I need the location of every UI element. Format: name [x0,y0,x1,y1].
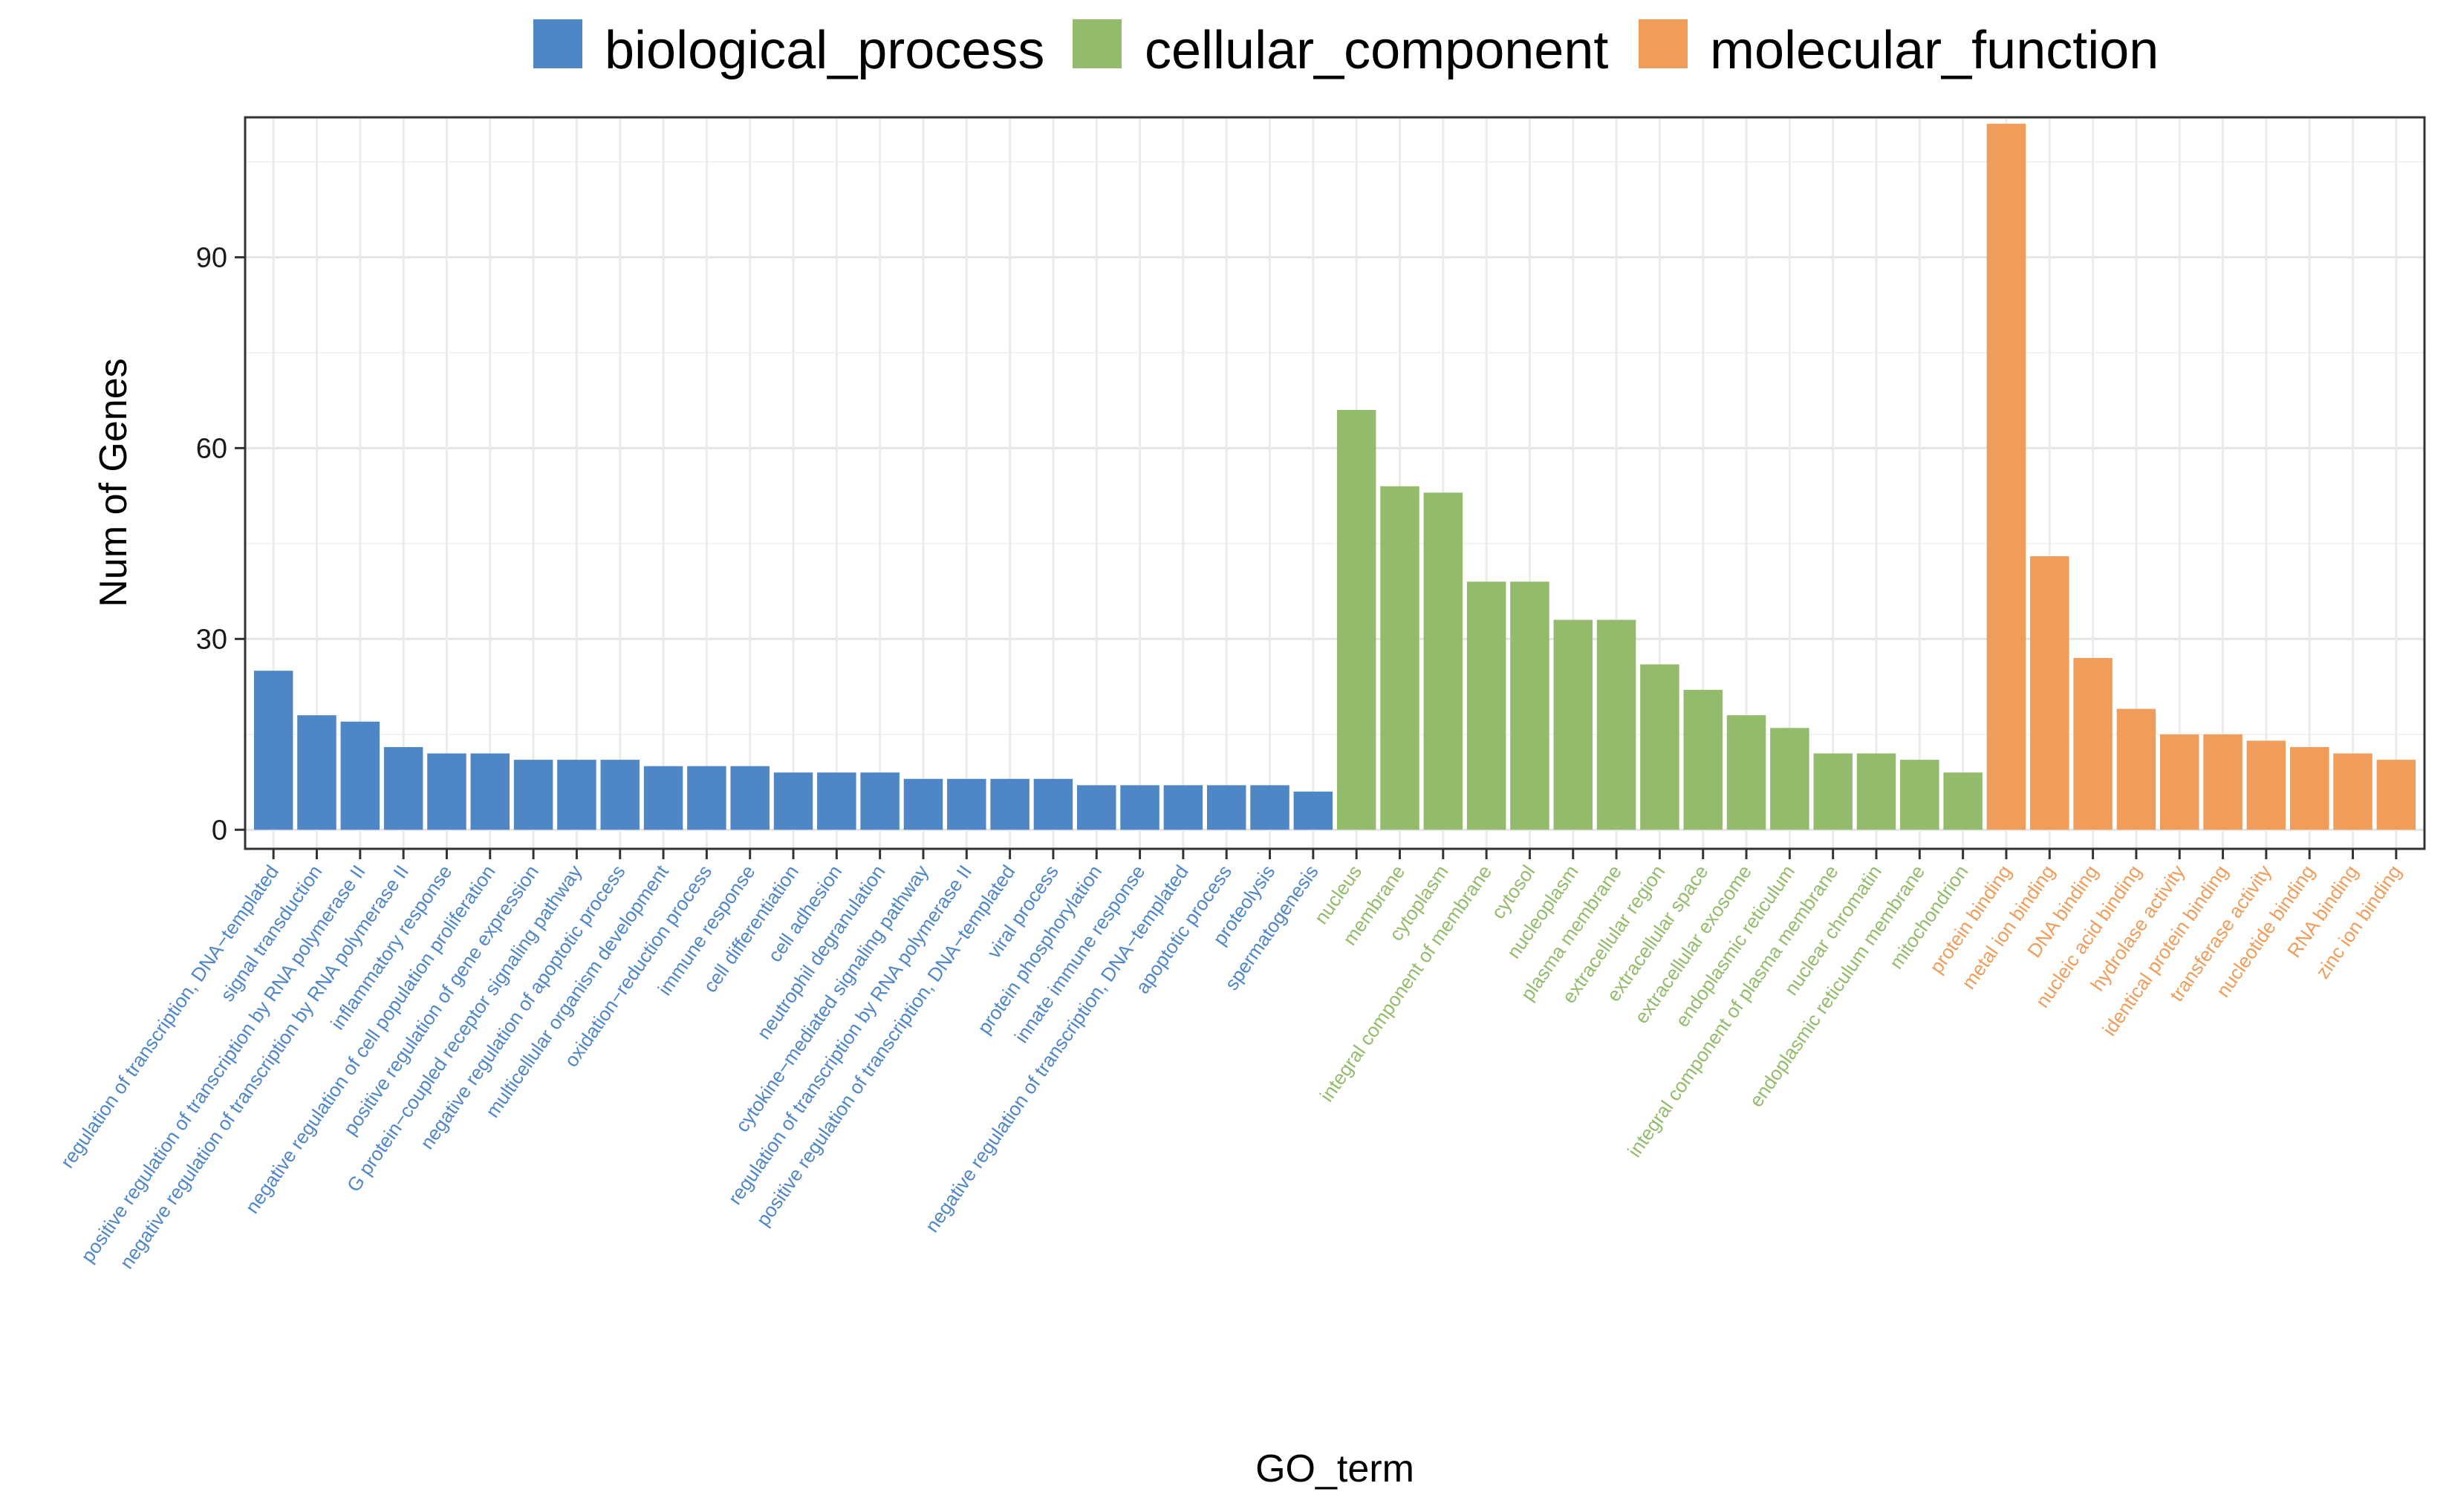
bar-cellular_component [1380,486,1419,830]
legend-label-biological-process: biological_process [605,21,1044,80]
y-tick-label: 0 [212,815,227,846]
bar-cellular_component [1466,581,1506,830]
legend-label-molecular-function: molecular_function [1710,21,2159,80]
bar-cellular_component [1813,753,1853,830]
bar-molecular_function [2159,734,2199,830]
bar-biological_process [557,760,596,830]
bar-molecular_function [2030,556,2069,830]
bar-biological_process [1250,785,1289,830]
bar-biological_process [1076,785,1116,830]
plot-border [244,116,2426,850]
y-axis: 0 30 60 90 [196,242,245,846]
bar-cellular_component [1336,410,1376,830]
bar-biological_process [1163,785,1203,830]
bar-biological_process [1206,785,1246,830]
bars [253,123,2416,830]
bar-biological_process [687,766,726,830]
bar-cellular_component [1596,619,1636,830]
y-tick-label: 60 [196,433,227,464]
bar-biological_process [643,766,683,830]
bar-molecular_function [2333,753,2372,830]
bar-biological_process [340,721,380,830]
bar-biological_process [817,772,856,830]
bar-molecular_function [1986,123,2026,830]
bar-biological_process [383,746,423,830]
bar-molecular_function [2289,746,2329,830]
legend-swatch-cellular-component [1073,19,1122,68]
bar-cellular_component [1726,715,1766,830]
bar-molecular_function [2203,734,2243,830]
bar-cellular_component [1770,728,1809,830]
bar-biological_process [1120,785,1160,830]
legend-swatch-biological-process [533,19,582,68]
legend-swatch-molecular-function [1639,19,1688,68]
bar-cellular_component [1640,664,1679,830]
bar-biological_process [513,760,553,830]
y-axis-title: Num of Genes [92,358,135,607]
bar-molecular_function [2376,760,2416,830]
bar-cellular_component [1423,492,1463,830]
y-tick-label: 30 [196,624,227,655]
bar-biological_process [600,760,640,830]
bar-biological_process [730,766,770,830]
legend: biological_process cellular_component mo… [533,19,2159,80]
bar-cellular_component [1900,760,1939,830]
bar-biological_process [947,778,986,830]
bar-molecular_function [2116,708,2156,830]
bar-biological_process [773,772,813,830]
x-axis: regulation of transcription, DNA−templat… [56,849,2406,1273]
bar-molecular_function [2246,740,2286,830]
bar-biological_process [1293,791,1333,830]
bar-cellular_component [1683,689,1723,830]
bar-cellular_component [1856,753,1896,830]
bar-cellular_component [1553,619,1593,830]
bar-biological_process [903,778,943,830]
bar-cellular_component [1943,772,1983,830]
bar-biological_process [990,778,1030,830]
bar-cellular_component [1510,581,1549,830]
bar-biological_process [297,715,336,830]
bar-biological_process [427,753,466,830]
bar-biological_process [860,772,900,830]
legend-label-cellular-component: cellular_component [1145,21,1608,80]
x-axis-title: GO_term [1255,1447,1414,1490]
y-tick-label: 90 [196,242,227,273]
bar-molecular_function [2073,658,2113,830]
bar-biological_process [1033,778,1073,830]
bar-biological_process [470,753,510,830]
bar-biological_process [253,671,293,830]
